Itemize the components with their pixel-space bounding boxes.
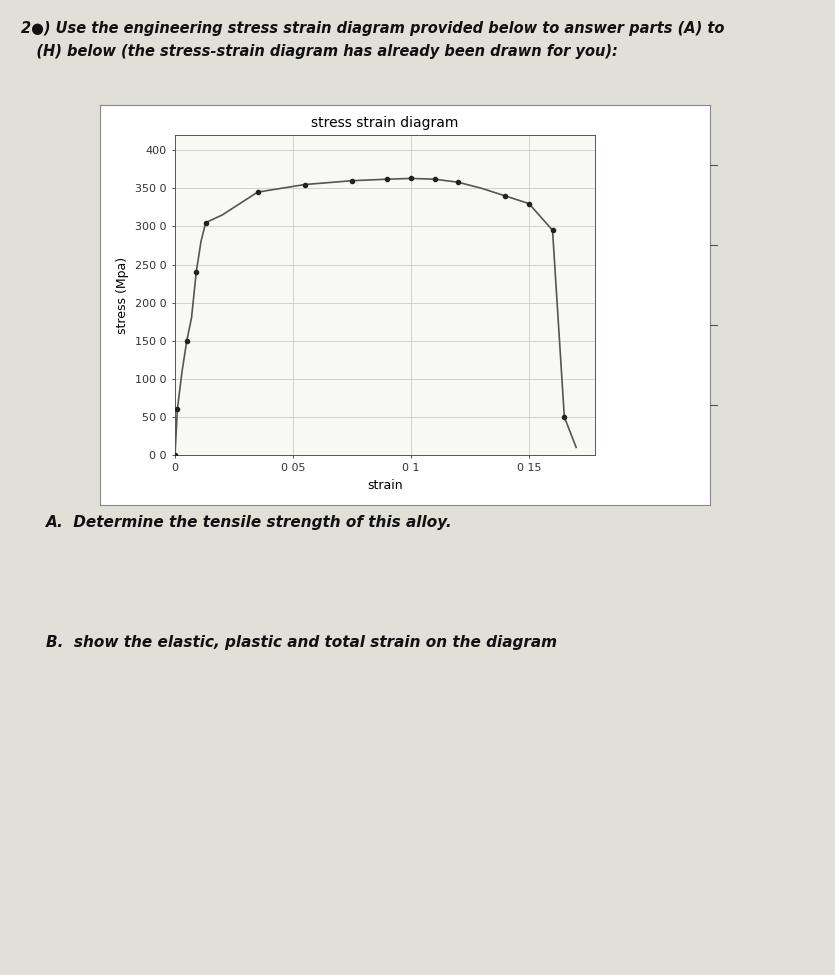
X-axis label: strain: strain — [367, 479, 402, 492]
Text: 2●) Use the engineering stress strain diagram provided below to answer parts (A): 2●) Use the engineering stress strain di… — [21, 21, 724, 36]
Text: (H) below (the stress-strain diagram has already been drawn for you):: (H) below (the stress-strain diagram has… — [21, 44, 618, 58]
Text: A.  Determine the tensile strength of this alloy.: A. Determine the tensile strength of thi… — [46, 515, 453, 530]
Y-axis label: stress (Mpa): stress (Mpa) — [117, 256, 129, 333]
Title: stress strain diagram: stress strain diagram — [311, 116, 458, 130]
Text: B.  show the elastic, plastic and total strain on the diagram: B. show the elastic, plastic and total s… — [46, 635, 557, 650]
